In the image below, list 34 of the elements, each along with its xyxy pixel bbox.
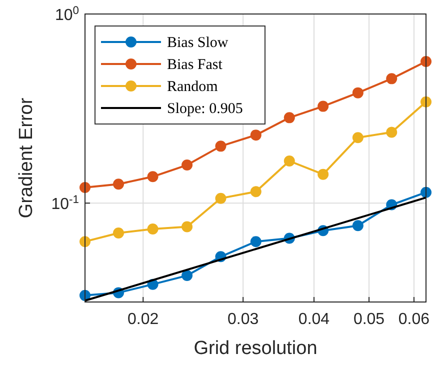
- x-tick-label: 0.06: [398, 311, 430, 328]
- point: [215, 140, 226, 152]
- point: [113, 178, 124, 190]
- legend-label: Bias Fast: [167, 57, 224, 73]
- x-tick-label: 0.03: [228, 311, 259, 328]
- x-tick-label: 0.05: [353, 311, 385, 328]
- point: [318, 168, 329, 180]
- point: [250, 130, 262, 141]
- point: [147, 223, 158, 234]
- point: [386, 73, 398, 84]
- legend-label: Bias Slow: [167, 35, 228, 51]
- y-axis-title: Gradient Error: [16, 97, 37, 218]
- x-axis-title: Grid resolution: [194, 338, 318, 359]
- x-tick-label: 0.02: [128, 311, 159, 328]
- point: [352, 87, 364, 98]
- y-tick-label: 10$^{-1}$: [51, 194, 79, 214]
- point: [182, 160, 193, 171]
- y-tick-label: 10$^{0}$: [54, 5, 79, 24]
- point: [250, 186, 262, 198]
- point: [318, 100, 329, 112]
- legend-label: Slope: 0.905: [167, 101, 243, 117]
- point: [147, 171, 158, 182]
- point: [284, 155, 295, 166]
- point: [386, 126, 398, 138]
- point: [352, 220, 364, 232]
- x-tick-label: 0.04: [298, 311, 330, 328]
- point: [352, 132, 364, 144]
- point: [215, 192, 226, 204]
- point: [182, 221, 193, 232]
- legend-label: Random: [167, 79, 218, 95]
- point: [113, 228, 124, 238]
- point: [284, 112, 295, 124]
- point: [182, 270, 193, 282]
- point: [250, 236, 262, 248]
